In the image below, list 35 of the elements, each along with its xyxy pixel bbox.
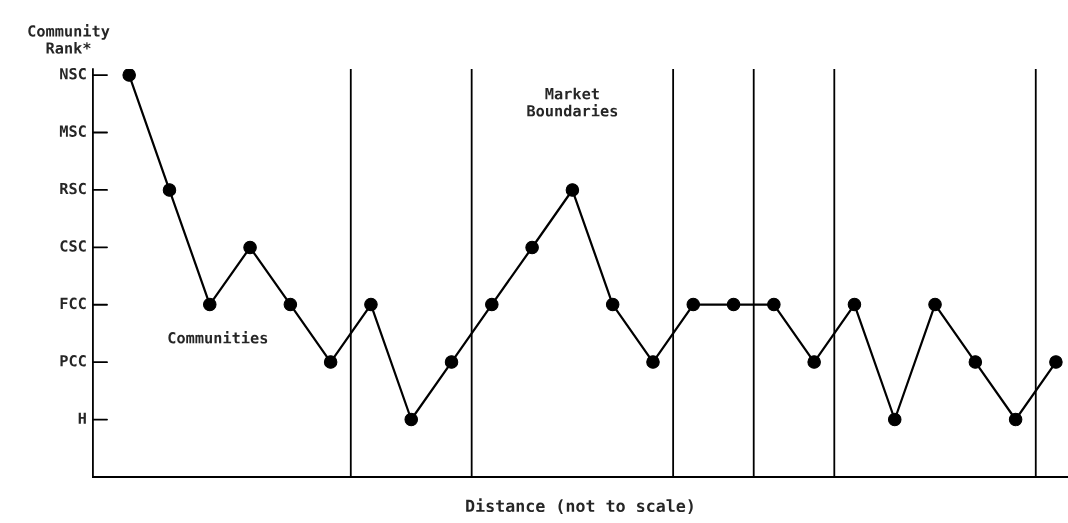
text: PCC — [60, 355, 86, 367]
point — [767, 297, 781, 312]
text: H — [78, 412, 86, 424]
point — [122, 69, 136, 82]
point — [203, 297, 217, 312]
point — [364, 297, 378, 312]
point — [807, 355, 821, 369]
point — [565, 183, 580, 197]
point — [646, 355, 660, 369]
point — [162, 183, 177, 197]
point — [243, 240, 257, 255]
point — [726, 297, 741, 312]
x-axis-title: Distance (not to scale) — [466, 498, 693, 515]
text: CSC — [60, 240, 86, 252]
point — [686, 297, 701, 312]
annotation: Communities — [168, 330, 268, 344]
point — [485, 297, 499, 312]
text: NSC — [60, 67, 86, 80]
point — [323, 355, 338, 369]
text: FCC — [60, 297, 86, 310]
point — [404, 412, 418, 427]
point — [283, 297, 298, 312]
point — [444, 355, 459, 369]
point — [847, 297, 862, 312]
point — [605, 297, 620, 312]
point — [1008, 412, 1023, 427]
point — [525, 240, 539, 255]
annotation: Market Boundaries — [527, 87, 618, 117]
point — [1049, 355, 1063, 369]
text: RSC — [60, 182, 86, 195]
text: MSC — [59, 125, 86, 137]
y-axis-title: Community Rank* — [28, 24, 110, 54]
point — [887, 412, 902, 427]
point — [968, 355, 983, 369]
point — [928, 297, 942, 312]
